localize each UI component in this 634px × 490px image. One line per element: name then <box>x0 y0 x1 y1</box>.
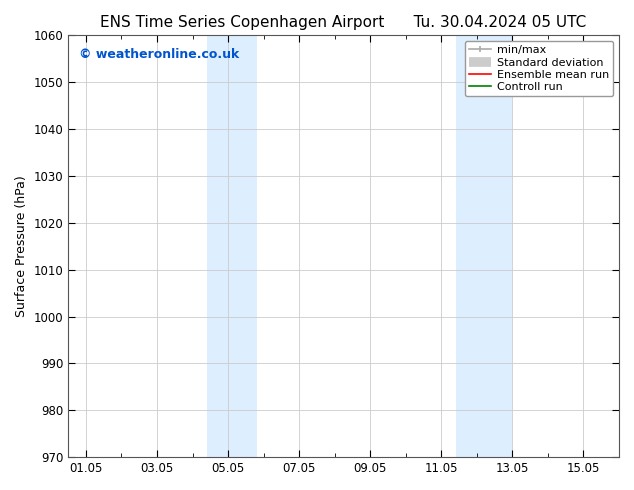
Title: ENS Time Series Copenhagen Airport      Tu. 30.04.2024 05 UTC: ENS Time Series Copenhagen Airport Tu. 3… <box>100 15 586 30</box>
Bar <box>207 35 257 457</box>
Y-axis label: Surface Pressure (hPa): Surface Pressure (hPa) <box>15 175 28 317</box>
Legend: min/max, Standard deviation, Ensemble mean run, Controll run: min/max, Standard deviation, Ensemble me… <box>465 41 614 97</box>
Text: © weatheronline.co.uk: © weatheronline.co.uk <box>79 48 240 61</box>
Bar <box>455 35 512 457</box>
